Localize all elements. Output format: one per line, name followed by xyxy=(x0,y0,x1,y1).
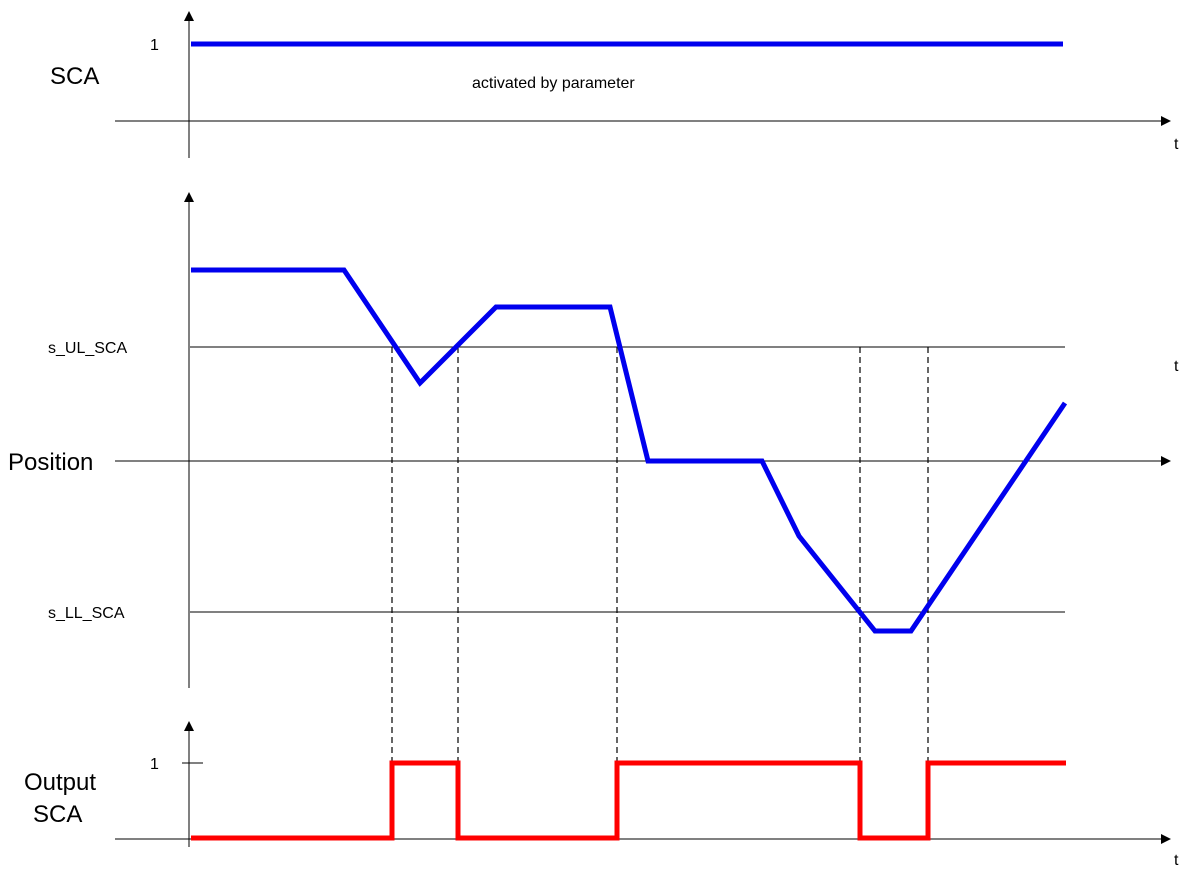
sca-annotation: activated by parameter xyxy=(472,75,635,92)
sca-plot: t 1 SCA activated by parameter xyxy=(50,11,1179,158)
output-y-label-line1: Output xyxy=(24,769,96,796)
position-signal-line xyxy=(191,267,1068,634)
output-sca-signal-line xyxy=(191,760,1066,841)
sca-tick-1: 1 xyxy=(150,37,159,54)
position-plot: t s_UL_SCA s_LL_SCA Position xyxy=(8,192,1179,763)
upper-limit-label: s_UL_SCA xyxy=(48,340,127,357)
position-y-label: Position xyxy=(8,449,93,476)
position-t-label: t xyxy=(1174,358,1179,375)
sca-t-label: t xyxy=(1174,136,1179,153)
output-sca-plot: t 1 Output SCA xyxy=(24,721,1179,869)
output-tick-1: 1 xyxy=(150,756,159,773)
output-y-label-line2: SCA xyxy=(33,801,82,828)
output-t-label: t xyxy=(1174,852,1179,869)
sca-y-label: SCA xyxy=(50,63,99,90)
lower-limit-label: s_LL_SCA xyxy=(48,605,125,622)
